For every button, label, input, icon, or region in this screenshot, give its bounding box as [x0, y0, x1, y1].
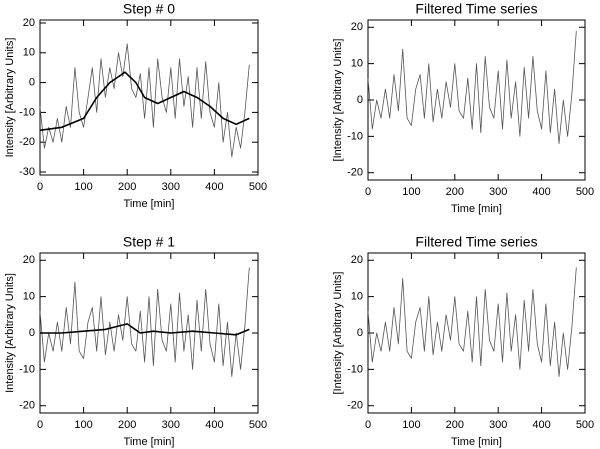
x-tick-label: 300 [489, 186, 507, 198]
y-tick-label: -30 [19, 166, 35, 178]
series-line [39, 71, 250, 132]
x-tick-label: 400 [205, 419, 223, 431]
x-axis-label: Time [min] [124, 198, 175, 210]
y-axis-label: Intensity [Arbitrary Units] [4, 273, 16, 393]
plot-frame [367, 252, 586, 414]
x-tick-label: 500 [249, 181, 267, 193]
y-tick-label: -10 [19, 363, 35, 375]
x-tick-label: 0 [37, 181, 43, 193]
y-tick-label: 10 [351, 291, 363, 303]
y-tick-label: 0 [29, 77, 35, 89]
x-axis-label: Time [min] [451, 203, 502, 215]
plot-frame [367, 19, 586, 181]
series-line [367, 267, 577, 377]
x-tick-label: 100 [402, 186, 420, 198]
plot-frame [39, 19, 259, 176]
y-tick-label: -20 [19, 136, 35, 148]
x-tick-label: 100 [402, 419, 420, 431]
y-tick-label: -10 [347, 130, 363, 142]
x-tick-label: 200 [446, 419, 464, 431]
x-tick-label: 400 [532, 419, 550, 431]
x-tick-label: 300 [162, 419, 180, 431]
x-axis-label: Time [min] [451, 436, 502, 448]
series-line [39, 267, 250, 377]
series-line [40, 323, 250, 336]
x-tick-label: 500 [576, 419, 594, 431]
x-tick-label: 0 [37, 419, 43, 431]
y-tick-label: -20 [347, 400, 363, 412]
x-tick-label: 0 [365, 419, 371, 431]
x-axis-label: Time [min] [124, 436, 175, 448]
chart-title: Filtered Time series [415, 1, 537, 17]
x-tick-label: 200 [118, 419, 136, 431]
y-tick-label: 20 [351, 254, 363, 266]
y-tick-label: -10 [19, 106, 35, 118]
series-line [39, 43, 250, 158]
y-tick-label: 10 [23, 291, 35, 303]
chart-title: Step # 0 [123, 1, 175, 17]
x-tick-label: 200 [446, 186, 464, 198]
y-tick-label: -20 [347, 167, 363, 179]
chart-title: Step # 1 [123, 234, 175, 250]
x-tick-label: 200 [118, 181, 136, 193]
y-axis-label: [Intensity [Arbitrary Units] [332, 39, 344, 162]
y-tick-label: 20 [351, 21, 363, 33]
x-tick-label: 300 [489, 419, 507, 431]
x-tick-label: 500 [249, 419, 267, 431]
y-tick-label: -20 [19, 400, 35, 412]
x-tick-label: 400 [205, 181, 223, 193]
y-tick-label: 20 [23, 254, 35, 266]
x-tick-label: 400 [532, 186, 550, 198]
y-tick-label: 0 [29, 327, 35, 339]
x-tick-label: 300 [162, 181, 180, 193]
y-tick-label: 0 [357, 94, 363, 106]
y-tick-label: -10 [347, 363, 363, 375]
chart-title: Filtered Time series [415, 234, 537, 250]
y-tick-label: 10 [23, 47, 35, 59]
x-tick-label: 0 [365, 186, 371, 198]
y-axis-label: Intensity [Arbitrary Units] [4, 38, 16, 158]
y-tick-label: 10 [351, 58, 363, 70]
plot-frame [39, 252, 259, 414]
x-tick-label: 500 [576, 186, 594, 198]
y-tick-label: 20 [23, 17, 35, 29]
series-line [367, 30, 577, 144]
y-axis-label: [Intensity [Arbitrary Units] [332, 272, 344, 395]
x-tick-label: 100 [74, 419, 92, 431]
x-tick-label: 100 [74, 181, 92, 193]
y-tick-label: 0 [357, 327, 363, 339]
